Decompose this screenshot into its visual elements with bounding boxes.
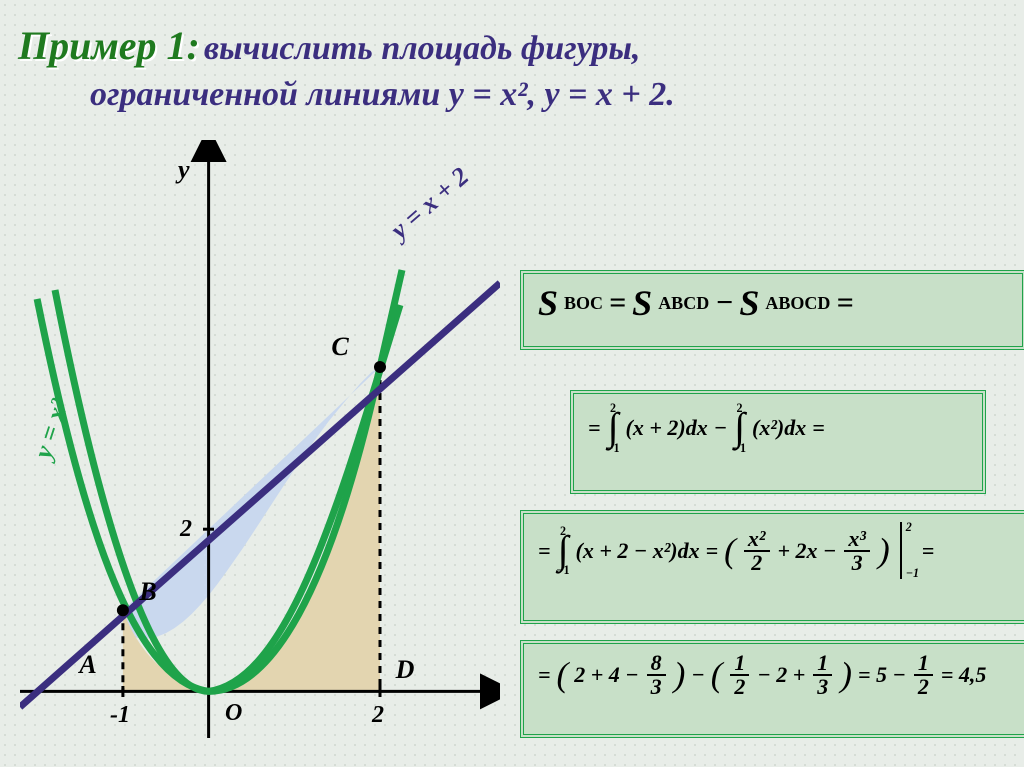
example-label: Пример 1: [18, 23, 200, 68]
point-B-label: B [138, 577, 156, 606]
point-D-label: D [395, 655, 415, 684]
point-C [374, 361, 386, 373]
linear-line [20, 283, 500, 707]
line-label: у = х + 2 [383, 162, 475, 247]
equation-3: = 2∫−1 (x + 2 − x²)dx = ( x²2 + 2x − x³3… [520, 510, 1024, 624]
point-C-label: C [331, 332, 349, 361]
origin-label: О [225, 700, 242, 726]
problem-text-1: вычислить площадь фигуры, [204, 30, 641, 67]
point-A-label: A [77, 650, 96, 679]
equation-4: = ( 2 + 4 − 83 ) − ( 12 − 2 + 13 ) = 5 −… [520, 640, 1024, 738]
problem-text-2: ограниченной линиями у = х², у = х + 2. [90, 76, 1006, 114]
title-row: Пример 1: вычислить площадь фигуры, [18, 22, 1006, 69]
equation-1: SBOC = SABCD − SABOCD = [520, 270, 1024, 350]
tick-label-2x: 2 [371, 702, 384, 728]
equation-2: = 2∫−1 (x + 2)dx − 2∫−1 (x²)dx = [570, 390, 986, 494]
y-axis-label: у [175, 155, 190, 184]
tick-label-2y: 2 [179, 516, 192, 542]
tick-label-minus1: -1 [110, 702, 130, 728]
point-B [117, 604, 129, 616]
area-plot: у О -1 2 2 A B C D у = х² у = х + 2 [20, 140, 500, 740]
